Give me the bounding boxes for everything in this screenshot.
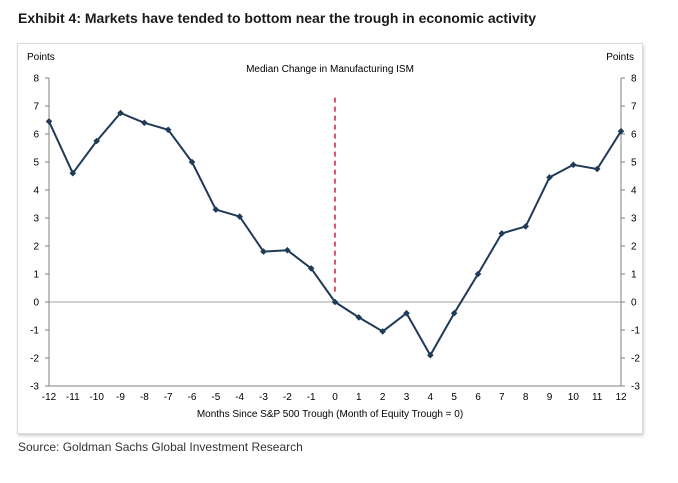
y-tick-label-right: 3 — [631, 214, 637, 225]
exhibit-title: Exhibit 4: Markets have tended to bottom… — [18, 10, 537, 26]
x-tick-label: -5 — [211, 392, 220, 403]
x-tick-label: 3 — [404, 392, 410, 403]
x-tick-label: -3 — [259, 392, 268, 403]
x-tick-label: 7 — [499, 392, 505, 403]
data-point — [403, 309, 410, 317]
y-tick-label-left: 0 — [33, 298, 39, 309]
y-tick-label-left: 5 — [33, 158, 39, 169]
y-tick-label-right: 4 — [631, 186, 637, 197]
data-point — [307, 265, 315, 272]
data-point — [450, 309, 458, 317]
y-tick-label-left: 6 — [33, 130, 39, 141]
y-tick-label-left: -3 — [30, 382, 39, 393]
x-tick-label: 6 — [475, 392, 481, 403]
data-point — [593, 165, 601, 173]
plot-area: -3 -3-2 -2-1 -10 01 12 23 34 45 56 67 78 8-12 -11 -10-… — [30, 74, 640, 404]
data-point — [522, 223, 529, 230]
y-tick-label-left: 8 — [33, 74, 39, 85]
y-tick-label-left: -1 — [30, 326, 39, 337]
x-axis-label: Months Since S&P 500 Trough (Month of Eq… — [197, 409, 463, 420]
line-chart: Median Change in Manufacturing ISM Point… — [27, 52, 640, 420]
x-tick-label: -9 — [116, 392, 125, 403]
x-tick-label: -4 — [235, 392, 244, 403]
x-tick-label: 8 — [523, 392, 529, 403]
data-point — [45, 118, 53, 125]
x-tick-label: -10 — [89, 392, 104, 403]
data-point — [355, 314, 363, 321]
y-axis-label-right: Points — [606, 52, 634, 63]
y-tick-label-right: 2 — [631, 242, 637, 253]
x-tick-label: 0 — [332, 392, 338, 403]
y-tick-label-right: 7 — [631, 102, 637, 113]
x-tick-label: 11 — [592, 392, 603, 403]
y-tick-label-right: 6 — [631, 130, 637, 141]
y-tick-label-right: -2 — [631, 354, 640, 365]
y-tick-label-left: -2 — [30, 354, 39, 365]
data-point — [236, 213, 243, 220]
x-tick-label: 5 — [451, 392, 457, 403]
y-tick-label-right: 5 — [631, 158, 637, 169]
x-tick-label: -8 — [140, 392, 149, 403]
x-tick-label: 9 — [547, 392, 553, 403]
data-point — [93, 137, 100, 145]
data-point — [498, 230, 506, 237]
y-axis-label-left: Points — [27, 52, 55, 63]
y-tick-label-right: 0 — [631, 298, 637, 309]
source-note: Source: Goldman Sachs Global Investment … — [18, 440, 303, 454]
x-tick-label: -6 — [188, 392, 197, 403]
data-point — [141, 119, 148, 127]
data-point — [331, 298, 339, 306]
data-point — [379, 328, 386, 335]
y-tick-label-left: 2 — [33, 242, 39, 253]
data-point — [474, 270, 482, 278]
x-tick-label: 2 — [380, 392, 386, 403]
y-tick-label-right: -3 — [631, 382, 640, 393]
x-tick-label: -12 — [42, 392, 57, 403]
chart-panel: Median Change in Manufacturing ISM Point… — [17, 43, 643, 434]
x-tick-label: -11 — [66, 392, 80, 403]
data-point — [260, 248, 267, 255]
y-tick-label-right: -1 — [631, 326, 640, 337]
data-point — [284, 246, 291, 254]
x-tick-label: -1 — [307, 392, 316, 403]
data-point — [546, 174, 553, 181]
y-tick-label-right: 8 — [631, 74, 637, 85]
data-point — [617, 127, 625, 135]
y-tick-label-left: 4 — [33, 186, 39, 197]
y-tick-label-right: 1 — [631, 270, 637, 281]
data-point — [212, 206, 220, 213]
x-tick-label: 10 — [568, 392, 580, 403]
data-point — [427, 351, 434, 359]
x-tick-label: 1 — [356, 392, 362, 403]
x-tick-label: 4 — [428, 392, 434, 403]
y-tick-label-left: 3 — [33, 214, 39, 225]
chart-title: Median Change in Manufacturing ISM — [246, 64, 414, 75]
data-point — [188, 158, 196, 166]
y-tick-label-left: 1 — [33, 270, 39, 281]
x-tick-label: 12 — [615, 392, 627, 403]
x-tick-label: -7 — [164, 392, 173, 403]
data-point — [117, 109, 124, 117]
y-tick-label-left: 7 — [33, 102, 39, 113]
x-tick-label: -2 — [283, 392, 292, 403]
